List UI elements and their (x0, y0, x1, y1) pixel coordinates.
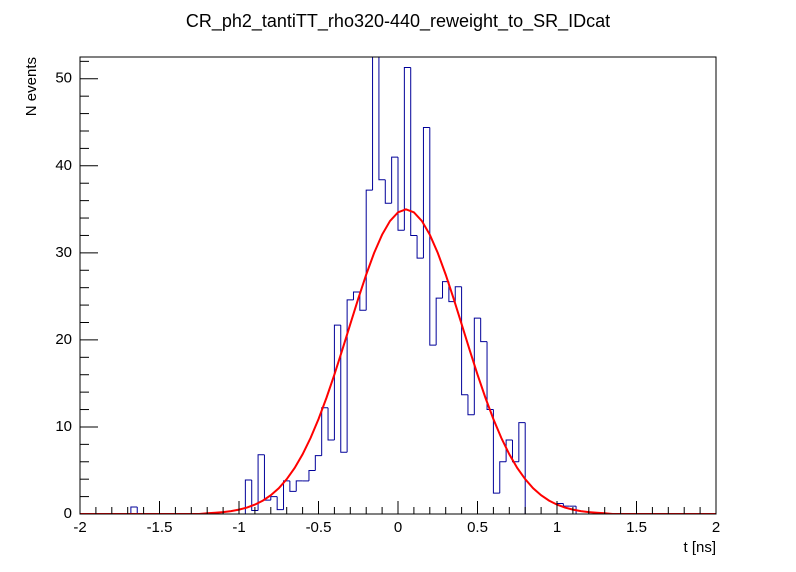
histogram-bin (251, 480, 259, 512)
y-tick-label: 0 (64, 505, 72, 522)
y-tick-label: 20 (55, 331, 72, 348)
histogram-bin (511, 440, 519, 463)
x-axis-label: t [ns] (683, 539, 716, 556)
histogram-bin (295, 480, 303, 492)
chart-title: CR_ph2_tantiTT_rho320-440_reweight_to_SR… (186, 11, 610, 32)
histogram-bin (499, 461, 507, 494)
histogram-bin (442, 281, 449, 299)
histogram-bin (314, 455, 322, 471)
y-axis-label: N events (23, 57, 40, 116)
x-tick-label: -1.5 (147, 519, 173, 536)
histogram-bin (276, 496, 284, 511)
histogram-bin (429, 127, 437, 346)
histogram-bin (321, 407, 329, 456)
histogram-bin (518, 422, 526, 462)
fit-curve (80, 208, 716, 514)
histogram-bin (327, 407, 335, 441)
x-tick-label: 2 (712, 519, 720, 536)
frame (79, 56, 717, 515)
histogram-bin (270, 496, 278, 501)
y-tick-label: 50 (55, 70, 72, 87)
x-tick-label: 1.5 (626, 519, 647, 536)
histogram-bin (359, 292, 367, 311)
histogram-bin (448, 281, 456, 303)
histogram-bin (486, 341, 494, 411)
y-tick-label: 10 (55, 418, 72, 435)
histogram-bin (575, 506, 583, 514)
histogram-bin (289, 480, 297, 492)
histogram-bin (480, 318, 488, 343)
histogram-bin (403, 66, 411, 231)
histogram-bin (492, 409, 500, 494)
histogram-bin (416, 235, 424, 259)
histogram-bin (283, 480, 290, 510)
histogram-bin (562, 503, 570, 507)
histogram-bin (346, 299, 354, 453)
x-tick-label: 1 (553, 519, 561, 536)
histogram-bin (397, 157, 405, 231)
histogram-bin (352, 291, 360, 300)
histogram-bin (454, 286, 462, 302)
plot-area (80, 57, 716, 514)
histogram-bin (467, 394, 475, 416)
histogram-bin (391, 156, 398, 204)
histogram-bin (308, 469, 316, 481)
y-tick-label: 40 (55, 157, 72, 174)
histogram-bin (130, 506, 138, 514)
histogram-bin (422, 127, 430, 259)
x-tick-label: 0 (394, 519, 402, 536)
histogram-bin (257, 454, 265, 511)
histogram-bin (435, 297, 443, 346)
histogram-bin (372, 57, 374, 191)
histogram-bin (263, 454, 271, 501)
histogram-bin (365, 189, 373, 311)
histogram-bin (410, 67, 418, 236)
histogram-bin (384, 179, 392, 204)
histogram-bin (136, 507, 144, 514)
x-tick-label: -2 (73, 519, 86, 536)
histogram-bin (378, 57, 386, 181)
histogram-bin (333, 324, 341, 441)
x-tick-label: -0.5 (306, 519, 332, 536)
histogram-bin (473, 317, 481, 415)
histogram-bin (244, 479, 252, 514)
histogram-bin (524, 422, 532, 514)
histogram-bin (505, 439, 513, 462)
x-tick-label: -1 (232, 519, 245, 536)
y-tick-label: 30 (55, 244, 72, 261)
x-tick-label: 0.5 (467, 519, 488, 536)
histogram-bin (340, 325, 348, 453)
